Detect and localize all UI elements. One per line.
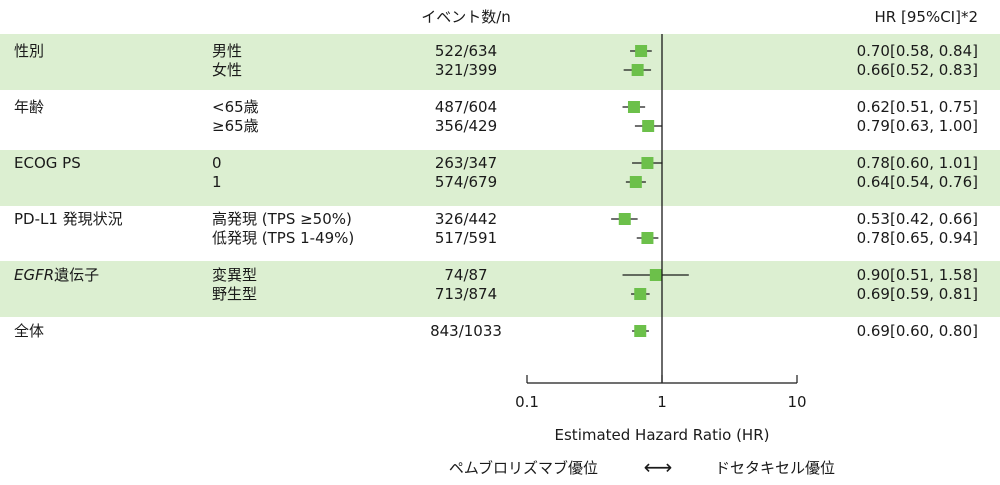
subgroup-label: 野生型 <box>212 285 257 303</box>
event-count: 522/634 <box>435 42 497 60</box>
subgroup-label: 高発現 (TPS ≥50%) <box>212 210 352 228</box>
event-count: 326/442 <box>435 210 497 228</box>
hr-ci-value: 0.53[0.42, 0.66] <box>857 210 978 228</box>
event-count: 356/429 <box>435 117 497 135</box>
event-count: 74/87 <box>444 266 487 284</box>
hr-ci-value: 0.90[0.51, 1.58] <box>857 266 978 284</box>
hr-marker <box>634 288 647 300</box>
subgroup-label: 0 <box>212 154 222 172</box>
favors-right-label: ドセタキセル優位 <box>715 459 835 477</box>
event-count: 713/874 <box>435 285 497 303</box>
event-count: 487/604 <box>435 98 497 116</box>
group-label: 全体 <box>14 322 44 340</box>
hr-ci-value: 0.66[0.52, 0.83] <box>857 61 978 79</box>
x-tick-label: 1 <box>657 393 667 411</box>
row-band <box>0 150 1000 206</box>
group-label: 年齢 <box>14 98 44 116</box>
hr-ci-value: 0.70[0.58, 0.84] <box>857 42 978 60</box>
row-band <box>0 34 1000 90</box>
hr-marker <box>627 101 640 113</box>
hr-marker <box>618 213 631 225</box>
hr-marker <box>641 157 654 169</box>
group-label: EGFR遺伝子 <box>14 266 99 284</box>
x-axis-title: Estimated Hazard Ratio (HR) <box>555 426 770 444</box>
event-count: 517/591 <box>435 229 497 247</box>
hr-marker <box>631 64 644 76</box>
row-band <box>0 261 1000 317</box>
hr-marker <box>629 176 642 188</box>
x-tick-label: 0.1 <box>515 393 539 411</box>
subgroup-label: 変異型 <box>212 266 257 284</box>
hr-marker <box>642 120 655 132</box>
event-count: 321/399 <box>435 61 497 79</box>
subgroup-label: <65歳 <box>212 98 259 116</box>
event-count: 574/679 <box>435 173 497 191</box>
favors-left-label: ペムブロリズマブ優位 <box>449 459 598 477</box>
hr-marker <box>634 325 647 337</box>
favors-arrow: ⟷ <box>644 455 673 479</box>
hr-ci-value: 0.69[0.59, 0.81] <box>857 285 978 303</box>
group-label: PD-L1 発現状況 <box>14 210 123 228</box>
subgroup-label: 低発現 (TPS 1-49%) <box>212 229 354 247</box>
subgroup-label: 1 <box>212 173 222 191</box>
hr-ci-value: 0.78[0.65, 0.94] <box>857 229 978 247</box>
hr-ci-value: 0.78[0.60, 1.01] <box>857 154 978 172</box>
subgroup-label: 女性 <box>212 61 242 79</box>
group-label: ECOG PS <box>14 154 81 172</box>
hr-ci-value: 0.64[0.54, 0.76] <box>857 173 978 191</box>
header-events: イベント数/n <box>421 8 511 26</box>
hr-ci-value: 0.62[0.51, 0.75] <box>857 98 978 116</box>
x-tick-label: 10 <box>787 393 806 411</box>
event-count: 843/1033 <box>430 322 502 340</box>
subgroup-label: 男性 <box>212 42 242 60</box>
event-count: 263/347 <box>435 154 497 172</box>
hr-marker <box>635 45 648 57</box>
subgroup-label: ≥65歳 <box>212 117 259 135</box>
group-label: 性別 <box>14 42 44 60</box>
hr-ci-value: 0.69[0.60, 0.80] <box>857 322 978 340</box>
hr-marker <box>649 269 662 281</box>
hr-marker <box>641 232 654 244</box>
header-hr: HR [95%CI]*2 <box>875 8 978 26</box>
hr-ci-value: 0.79[0.63, 1.00] <box>857 117 978 135</box>
